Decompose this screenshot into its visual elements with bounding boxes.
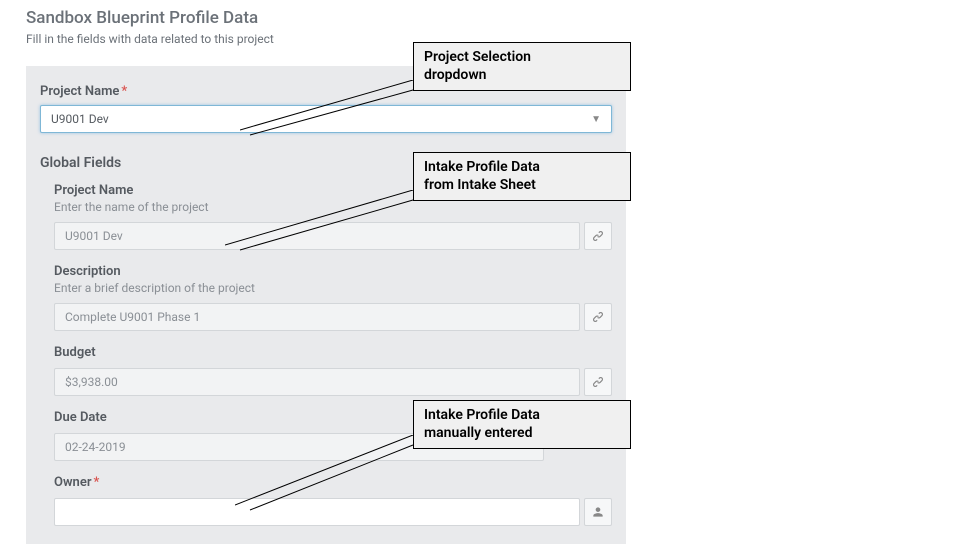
required-star: * bbox=[121, 84, 127, 99]
link-button-project-name[interactable] bbox=[584, 222, 612, 250]
field-budget: Budget $3,938.00 bbox=[40, 345, 612, 396]
required-star: * bbox=[94, 475, 100, 490]
field-description-hint: Enter a brief description of the project bbox=[54, 281, 612, 295]
link-button-description[interactable] bbox=[584, 303, 612, 331]
field-budget-label: Budget bbox=[54, 345, 612, 360]
project-name-label-text: Project Name bbox=[40, 84, 119, 99]
panel-title: Sandbox Blueprint Profile Data bbox=[26, 8, 626, 28]
callout-text: Intake Profile Data manually entered bbox=[424, 407, 540, 441]
person-icon bbox=[591, 505, 605, 519]
callout-intake-manual: Intake Profile Data manually entered bbox=[413, 400, 631, 449]
field-owner-input[interactable] bbox=[54, 498, 580, 526]
project-name-dropdown-value: U9001 Dev bbox=[51, 112, 109, 126]
field-description-input[interactable]: Complete U9001 Phase 1 bbox=[54, 303, 580, 331]
callout-text: Project Selection dropdown bbox=[424, 49, 531, 83]
link-icon bbox=[591, 229, 605, 243]
link-icon bbox=[591, 310, 605, 324]
field-description-label: Description bbox=[54, 264, 612, 279]
field-project-name-input[interactable]: U9001 Dev bbox=[54, 222, 580, 250]
form-area: Project Name* U9001 Dev ▼ Global Fields … bbox=[26, 66, 626, 544]
person-button-owner[interactable] bbox=[584, 498, 612, 526]
field-project-name-hint: Enter the name of the project bbox=[54, 200, 612, 214]
link-icon bbox=[591, 375, 605, 389]
callout-project-selection: Project Selection dropdown bbox=[413, 42, 631, 91]
field-owner-label: Owner* bbox=[54, 475, 612, 490]
chevron-down-icon: ▼ bbox=[591, 114, 601, 125]
callout-text: Intake Profile Data from Intake Sheet bbox=[424, 159, 540, 193]
callout-intake-from-sheet: Intake Profile Data from Intake Sheet bbox=[413, 152, 631, 201]
project-name-dropdown[interactable]: U9001 Dev ▼ bbox=[40, 105, 612, 133]
field-owner-label-text: Owner bbox=[54, 475, 92, 490]
field-budget-input[interactable]: $3,938.00 bbox=[54, 368, 580, 396]
field-description: Description Enter a brief description of… bbox=[40, 264, 612, 331]
link-button-budget[interactable] bbox=[584, 368, 612, 396]
field-owner: Owner* bbox=[40, 475, 612, 526]
